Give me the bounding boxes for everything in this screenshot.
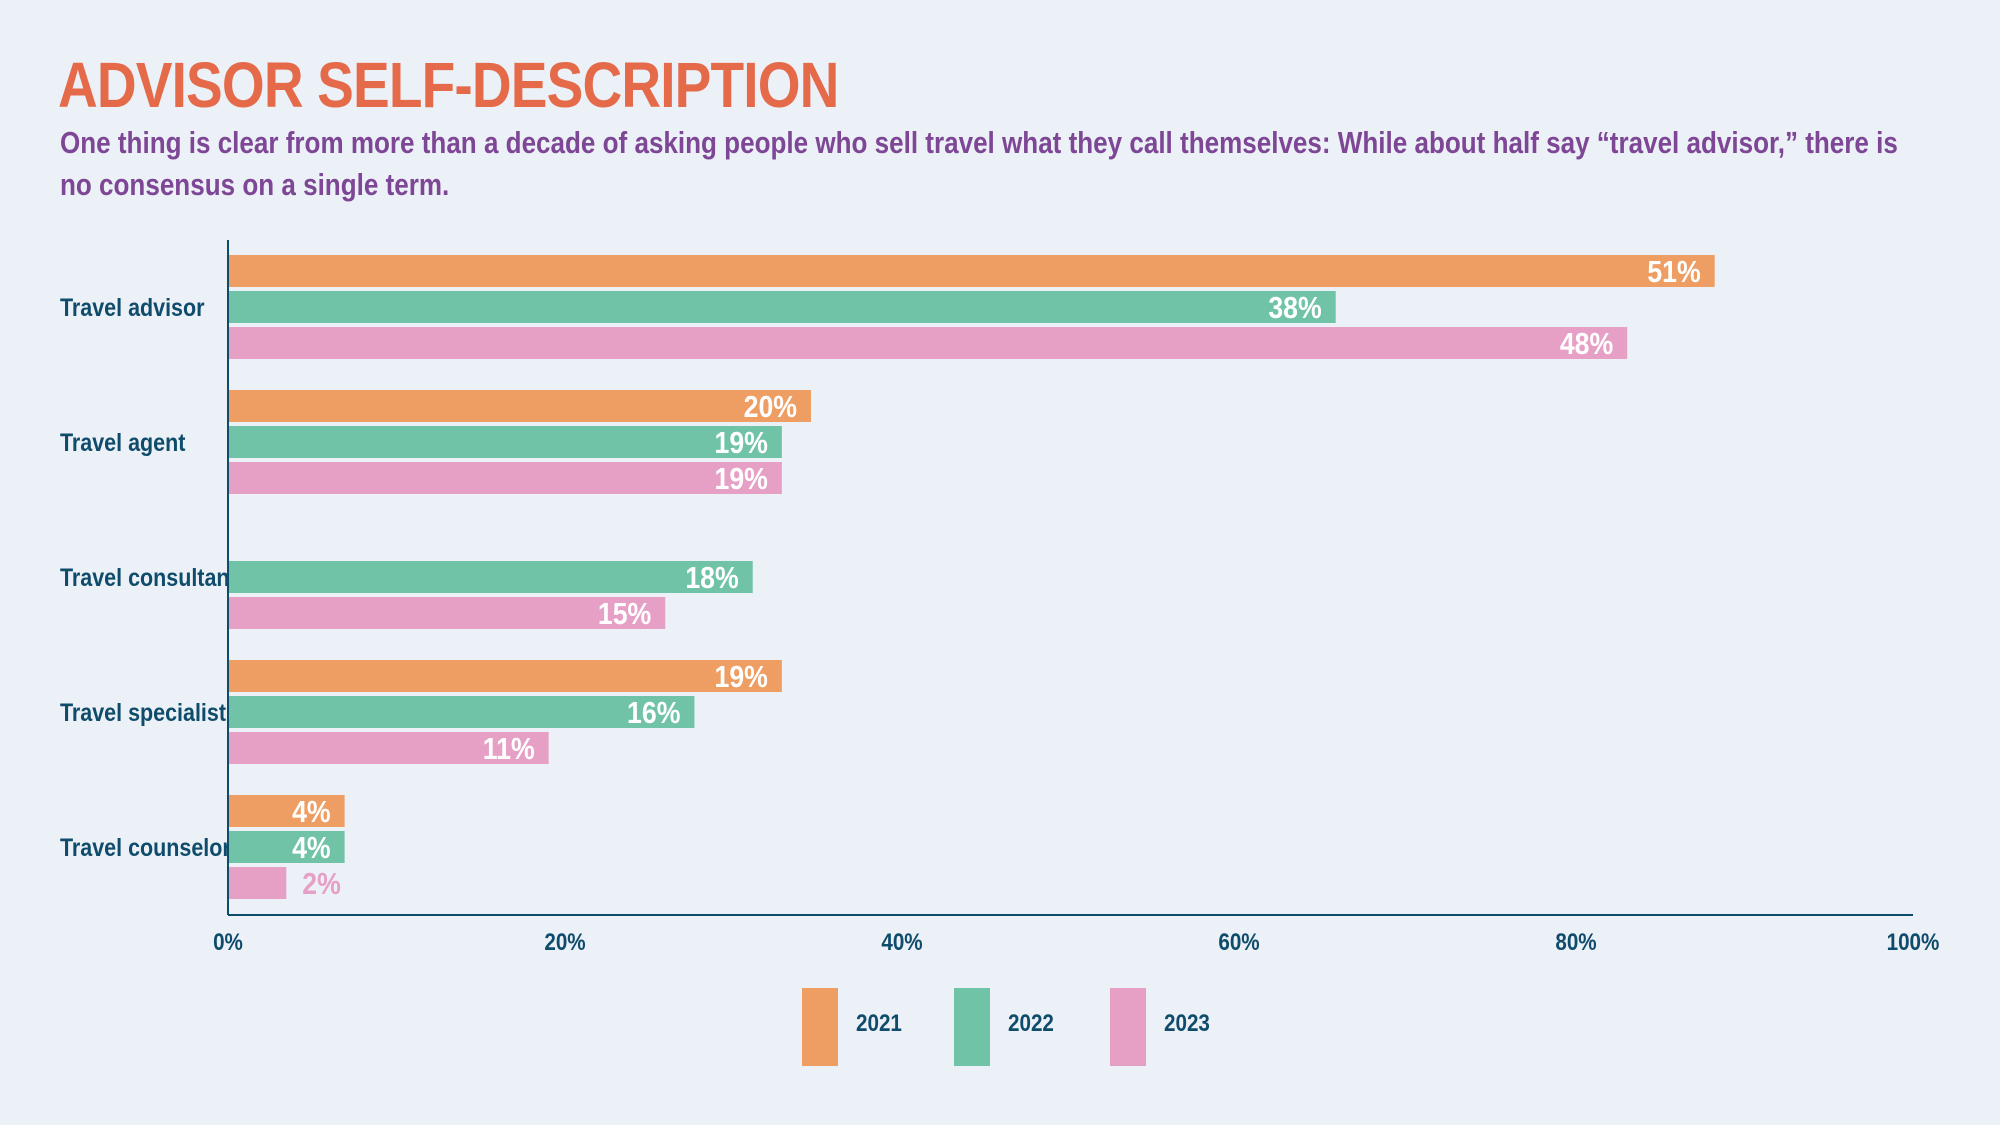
bar-travel-advisor-2023: [228, 327, 1628, 359]
data-label-travel-counselor-2022: 4%: [292, 831, 331, 865]
bar-travel-specialist-2022: [228, 696, 695, 728]
data-label-travel-advisor-2023: 48%: [1560, 327, 1613, 361]
chart-subtitle: One thing is clear from more than a deca…: [60, 125, 1898, 202]
data-label-travel-agent-2022: 19%: [715, 426, 768, 460]
x-tick-label-2: 40%: [881, 929, 922, 956]
data-label-travel-agent-2021: 20%: [744, 390, 797, 424]
bar-travel-counselor-2023: [228, 867, 287, 899]
x-tick-label-3: 60%: [1218, 929, 1259, 956]
bar-travel-advisor-2021: [228, 255, 1715, 287]
chart-title: ADVISOR SELF-DESCRIPTION: [58, 49, 839, 121]
bar-travel-advisor-2022: [228, 291, 1336, 323]
data-label-travel-counselor-2023: 2%: [302, 867, 341, 901]
x-tick-label-1: 20%: [544, 929, 585, 956]
category-label-travel-advisor: Travel advisor: [60, 293, 204, 321]
legend-swatch-2021: [802, 988, 838, 1066]
data-label-travel-agent-2023: 19%: [715, 462, 768, 496]
category-label-travel-specialist: Travel specialist: [60, 698, 226, 726]
bar-travel-agent-2023: [228, 462, 782, 494]
legend-label-2022: 2022: [1008, 1010, 1054, 1037]
category-label-travel-consultant: Travel consultant: [60, 563, 237, 591]
legend-label-2023: 2023: [1164, 1010, 1210, 1037]
x-tick-label-0: 0%: [213, 929, 243, 956]
bar-travel-counselor-2022: [228, 831, 345, 863]
legend-label-2021: 2021: [856, 1010, 902, 1037]
legend: 2021 2022 2023: [0, 988, 2000, 1066]
bar-travel-specialist-2021: [228, 660, 782, 692]
data-label-travel-specialist-2022: 16%: [627, 696, 680, 730]
data-label-travel-advisor-2021: 51%: [1647, 255, 1700, 289]
category-label-travel-agent: Travel agent: [60, 428, 186, 456]
data-label-travel-consultant-2023: 15%: [598, 597, 651, 631]
data-label-travel-specialist-2021: 19%: [715, 660, 768, 694]
legend-swatch-2022: [954, 988, 990, 1066]
bar-travel-agent-2021: [228, 390, 812, 422]
bar-travel-specialist-2023: [228, 732, 549, 764]
legend-swatch-2023: [1110, 988, 1146, 1066]
data-label-travel-specialist-2023: 11%: [483, 732, 535, 766]
bar-travel-counselor-2021: [228, 795, 345, 827]
data-label-travel-consultant-2022: 18%: [685, 561, 738, 595]
x-tick-label-4: 80%: [1555, 929, 1596, 956]
bar-travel-agent-2022: [228, 426, 782, 458]
data-label-travel-counselor-2021: 4%: [292, 795, 331, 829]
bar-travel-consultant-2022: [228, 561, 753, 593]
bar-travel-consultant-2023: [228, 597, 666, 629]
category-label-travel-counselor: Travel counselor: [60, 833, 231, 861]
x-tick-label-5: 100%: [1887, 929, 1940, 956]
data-label-travel-advisor-2022: 38%: [1268, 291, 1321, 325]
